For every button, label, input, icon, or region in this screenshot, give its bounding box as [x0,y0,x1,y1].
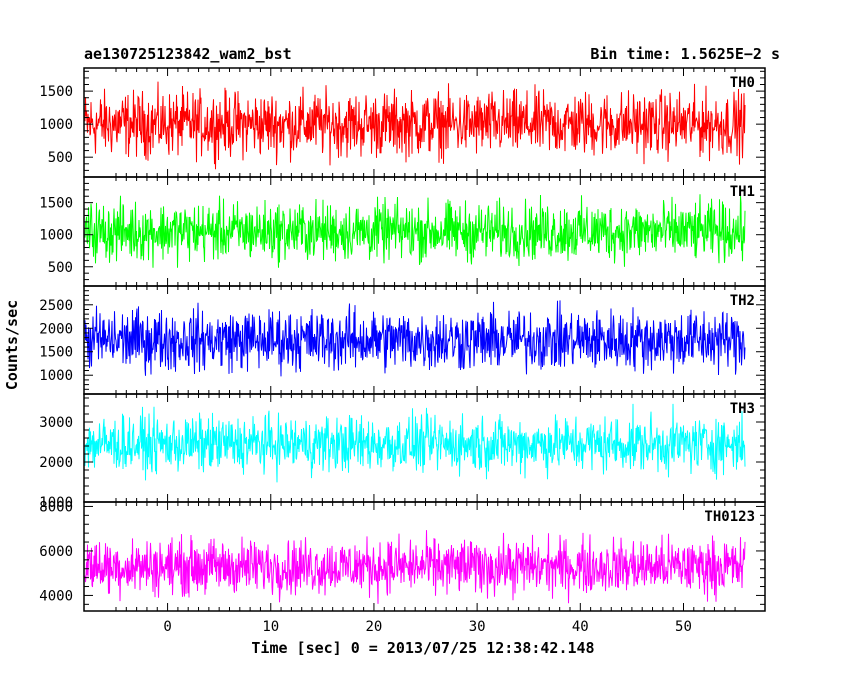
y-tick-label: 500 [48,260,73,276]
y-tick-label: 2000 [39,321,73,337]
panel-th0123: 4000 6000 8000 TH0123 [39,499,766,612]
panel-th1: 500 1000 1500 TH1 [39,176,766,287]
y-tick-label: 2000 [39,455,73,471]
panel-th3: 1000 2000 3000 TH3 [39,393,766,511]
x-tick-label: 30 [469,619,486,635]
x-tick-label: 50 [675,619,692,635]
panel-label: TH1 [730,184,755,200]
x-axis: 0 10 20 30 40 50 [163,619,692,635]
panel-label: TH0 [730,75,755,91]
y-tick-label: 1500 [39,345,73,361]
y-tick-label: 500 [48,150,73,166]
y-tick-label: 3000 [39,415,73,431]
y-tick-label: 8000 [39,499,73,515]
series-th1-line [84,194,746,268]
panel-th0: 500 1000 1500 TH0 [39,67,766,178]
series-th0123-line [84,530,746,604]
chart-title-left: ae130725123842_wam2_bst [84,45,292,63]
panel-label: TH2 [730,293,755,309]
panel-frame [83,285,766,395]
chart-title-right: Bin time: 1.5625E−2 s [590,45,780,63]
panel-frame [83,501,766,612]
y-tick-label: 4000 [39,588,73,604]
x-tick-label: 40 [572,619,589,635]
y-axis-label: Counts/sec [3,300,21,390]
y-tick-label: 1500 [39,84,73,100]
x-axis-label: Time [sec] 0 = 2013/07/25 12:38:42.148 [251,639,594,657]
panel-label: TH3 [730,401,755,417]
y-tick-label: 6000 [39,544,73,560]
series-th0-line [84,81,746,170]
panel-th2: 1000 1500 2000 2500 TH2 [39,285,766,395]
x-tick-label: 0 [163,619,171,635]
y-tick-label: 1500 [39,196,73,212]
y-tick-label: 2500 [39,298,73,314]
series-th2-line [84,300,746,377]
x-tick-label: 20 [366,619,383,635]
y-tick-label: 1000 [39,228,73,244]
y-tick-label: 1000 [39,117,73,133]
y-tick-label: 1000 [39,495,73,511]
panels-group: 500 1000 1500 TH0 500 1000 1500 TH1 1000 1500 2000… [39,67,766,612]
y-tick-label: 1000 [39,368,73,384]
panel-label: TH0123 [704,509,755,525]
series-th3-line [84,403,746,483]
x-tick-label: 10 [262,619,279,635]
